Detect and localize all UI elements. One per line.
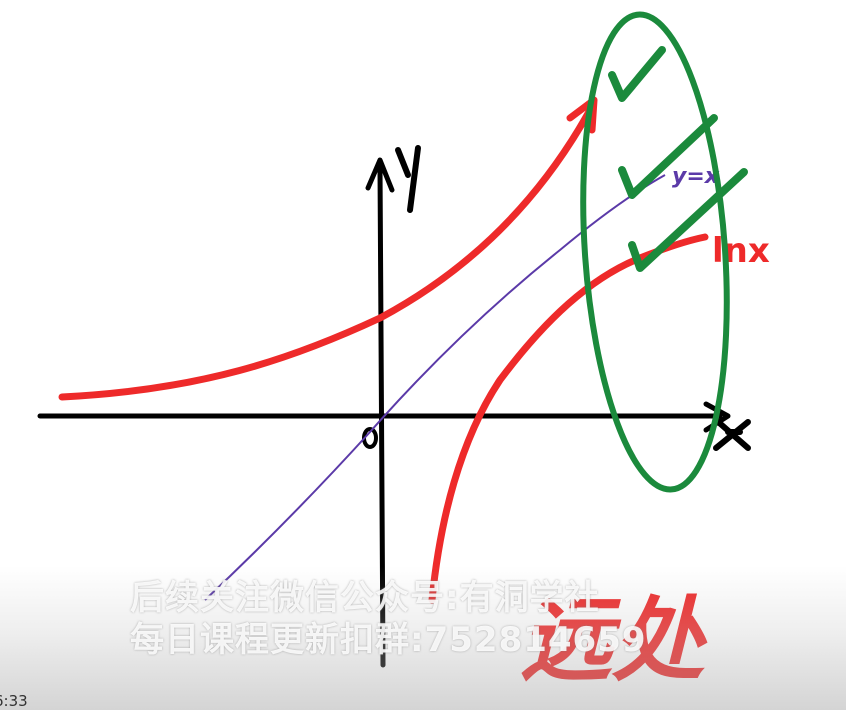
highlight-ellipse	[580, 11, 730, 493]
exponential-curve	[58, 106, 594, 401]
watermark-line-1: 后续关注微信公众号:有洞学社	[130, 578, 600, 618]
handwritten-note: 远处	[520, 587, 708, 694]
identity-line	[204, 174, 666, 601]
y-axis-arrowhead	[365, 157, 395, 193]
x-axis-label-mark	[713, 417, 751, 451]
video-timestamp: 6:33	[0, 692, 28, 710]
check-mark-1	[608, 46, 666, 102]
check-mark-3	[628, 168, 748, 272]
check-mark-2	[618, 114, 718, 199]
identity-line-label: y=x	[672, 164, 720, 189]
bottom-shade	[0, 566, 846, 710]
y-axis	[377, 165, 386, 668]
y-axis-label-mark	[395, 145, 421, 213]
watermark-line-2: 每日课程更新扣群:752814659	[130, 620, 647, 660]
log-curve-label: lnx	[712, 231, 770, 271]
